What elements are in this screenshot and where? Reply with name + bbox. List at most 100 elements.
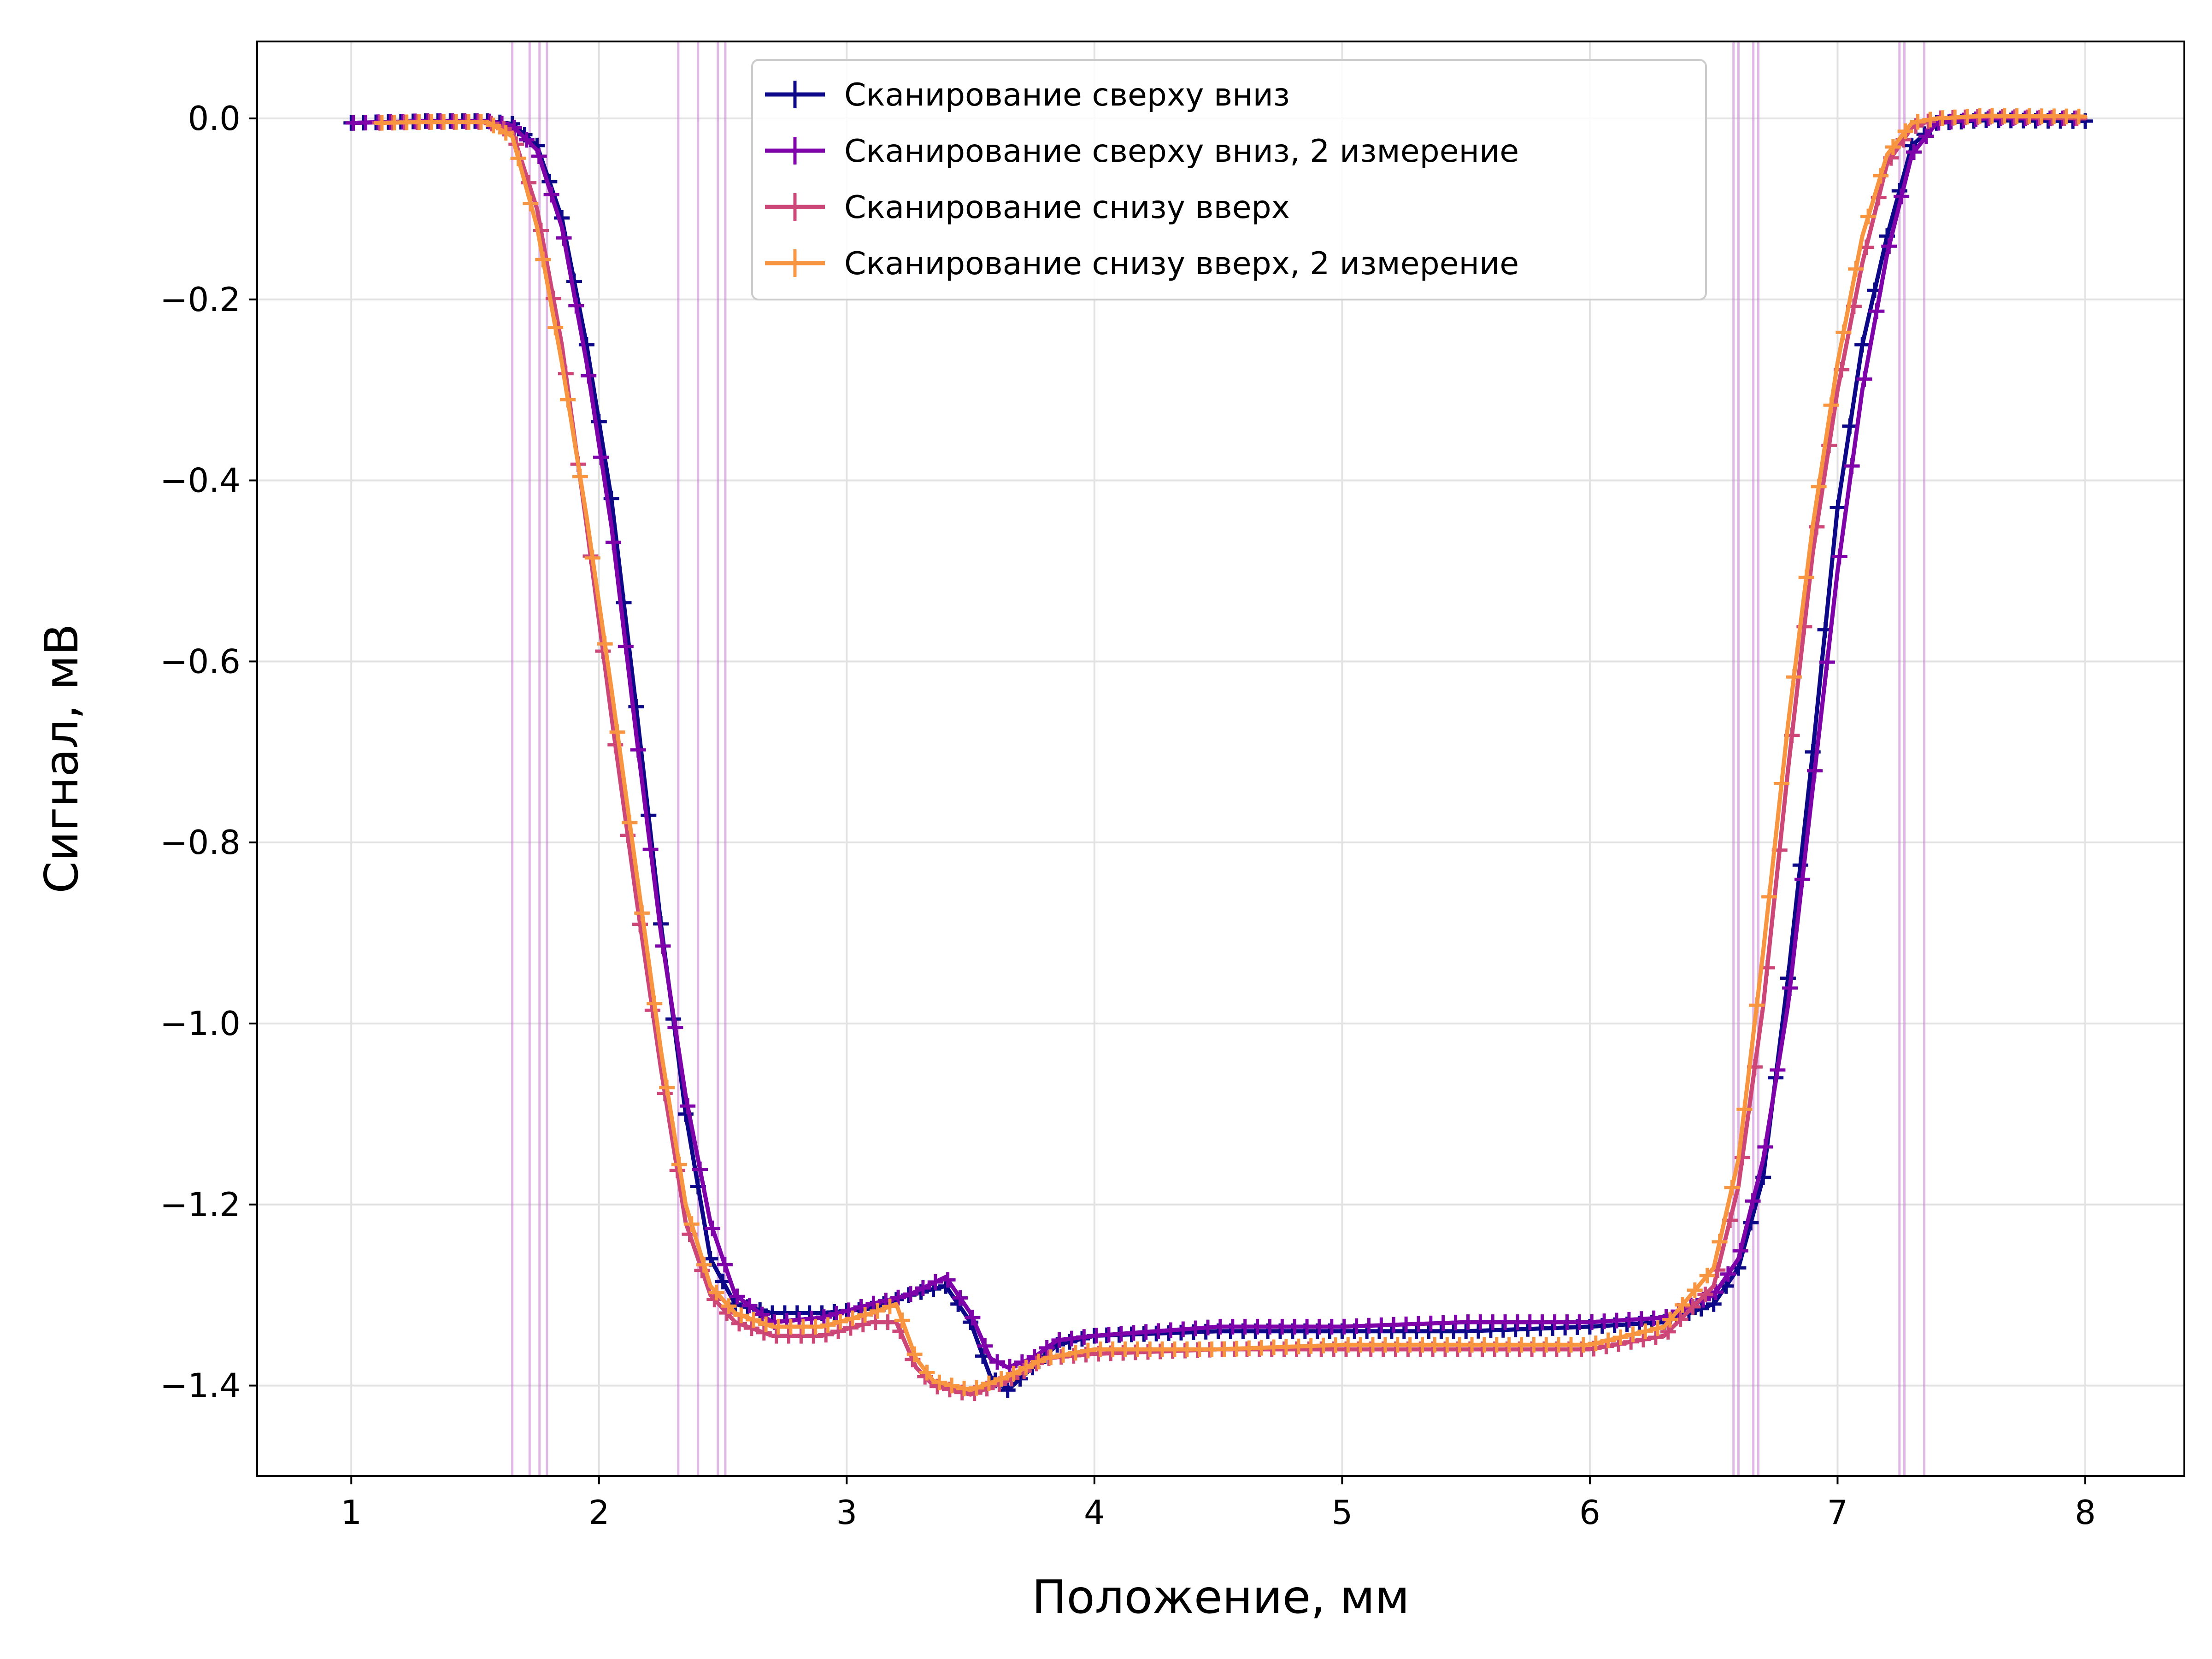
series-point — [719, 1305, 735, 1321]
series-point — [1660, 1324, 1676, 1340]
series-point — [1830, 500, 1846, 516]
series-point — [890, 1289, 906, 1306]
legend-label: Сканирование сверху вниз — [844, 77, 1290, 113]
series-point — [556, 230, 572, 246]
series-point — [1831, 548, 1847, 565]
series-point — [880, 1314, 896, 1330]
series-point — [1662, 1312, 1678, 1328]
series-point — [1062, 1334, 1078, 1350]
series-point — [1720, 1266, 1736, 1282]
legend-label: Сканирование сверху вниз, 2 измерение — [844, 133, 1519, 170]
series-point — [741, 1298, 758, 1313]
series-point — [1612, 1330, 1629, 1345]
series-point — [667, 1019, 683, 1035]
series-point — [1897, 123, 1913, 139]
x-tick-label: 7 — [1827, 1493, 1848, 1532]
series-point — [498, 125, 514, 141]
series-point — [721, 1298, 737, 1314]
series-point — [1706, 1296, 1722, 1312]
series-point — [1000, 1382, 1016, 1398]
series-point — [706, 1291, 723, 1307]
series-point — [705, 1220, 720, 1236]
series-point — [931, 1374, 947, 1390]
series-point — [630, 742, 646, 758]
series-point — [1650, 1320, 1666, 1336]
series-point — [841, 1302, 857, 1318]
series-point — [1625, 1326, 1641, 1342]
series-point — [1761, 889, 1777, 905]
series-point — [1757, 1139, 1773, 1155]
series-point — [680, 1098, 696, 1114]
series-point — [1749, 997, 1765, 1013]
series-point — [655, 938, 671, 954]
series-point — [903, 1286, 918, 1302]
series-point — [1910, 114, 1926, 130]
series-point — [1873, 168, 1888, 184]
series-point — [518, 132, 535, 148]
series-point — [1835, 324, 1852, 341]
series-point — [2071, 108, 2087, 124]
series-point — [1697, 1286, 1713, 1302]
series-point — [692, 1161, 708, 1177]
series-point — [715, 1273, 731, 1289]
y-tick-label: −0.6 — [160, 642, 241, 681]
series-point — [855, 1317, 871, 1333]
x-tick-label: 3 — [836, 1493, 857, 1532]
series-point — [1844, 458, 1860, 474]
legend: Сканирование сверху вниз Сканирование све… — [751, 59, 1707, 300]
series-point — [857, 1307, 873, 1323]
series-point — [1780, 970, 1796, 986]
series-point — [952, 1290, 968, 1306]
series-point — [717, 1257, 733, 1273]
series-point — [560, 392, 576, 408]
series-point — [1055, 1347, 1071, 1363]
series-point — [981, 1375, 997, 1391]
legend-entry: Сканирование сверху вниз, 2 измерение — [765, 133, 1519, 170]
series-point — [1745, 1193, 1761, 1209]
series-point — [618, 638, 634, 654]
series-point — [1030, 1353, 1047, 1370]
series-point — [1588, 1335, 1604, 1352]
series-point — [1600, 1332, 1616, 1348]
series-point — [473, 114, 489, 130]
series-point — [535, 252, 551, 268]
series-point — [1794, 871, 1811, 888]
x-tick-label: 4 — [1084, 1493, 1105, 1532]
series-point — [1687, 1282, 1703, 1298]
y-tick-label: −0.8 — [160, 823, 241, 862]
series-point — [568, 298, 584, 314]
series-point — [531, 148, 547, 164]
series-point — [683, 1216, 700, 1232]
series-point — [1885, 139, 1901, 155]
y-tick-label: 0.0 — [188, 99, 241, 138]
legend-box — [751, 59, 1707, 300]
x-tick-label: 2 — [588, 1493, 610, 1532]
series-point — [758, 1316, 774, 1332]
series-point — [1039, 1340, 1055, 1356]
series-point — [894, 1312, 910, 1329]
series-point — [523, 195, 539, 212]
vertical-lines — [511, 41, 1926, 1476]
series-point — [746, 1312, 762, 1328]
tick-layer: 1 2 3 4 5 6 7 8 0.0 −0.2 −0.4 −0.6 −0.8 −1.0 −1.2 −1.4 — [160, 99, 2096, 1532]
series-point — [622, 815, 638, 830]
series-point — [1894, 188, 1910, 205]
series-point — [832, 1314, 848, 1330]
series-point — [1637, 1323, 1653, 1339]
series-point — [1869, 303, 1885, 319]
series-point — [1770, 1062, 1786, 1078]
series-point — [1856, 371, 1872, 387]
series-point — [927, 1274, 943, 1290]
series-point — [818, 1327, 834, 1343]
y-tick-label: −1.4 — [160, 1366, 241, 1405]
series-point — [1647, 1329, 1664, 1345]
series-point — [1724, 1179, 1740, 1195]
series-4 — [374, 108, 2088, 1396]
legend-label: Сканирование снизу вверх — [844, 189, 1290, 226]
series-point — [1848, 261, 1864, 277]
series-point — [906, 1346, 923, 1362]
series-point — [1906, 144, 1922, 160]
series-point — [1635, 1331, 1651, 1347]
y-tick-label: −0.4 — [160, 461, 241, 500]
series-point — [1860, 208, 1877, 224]
